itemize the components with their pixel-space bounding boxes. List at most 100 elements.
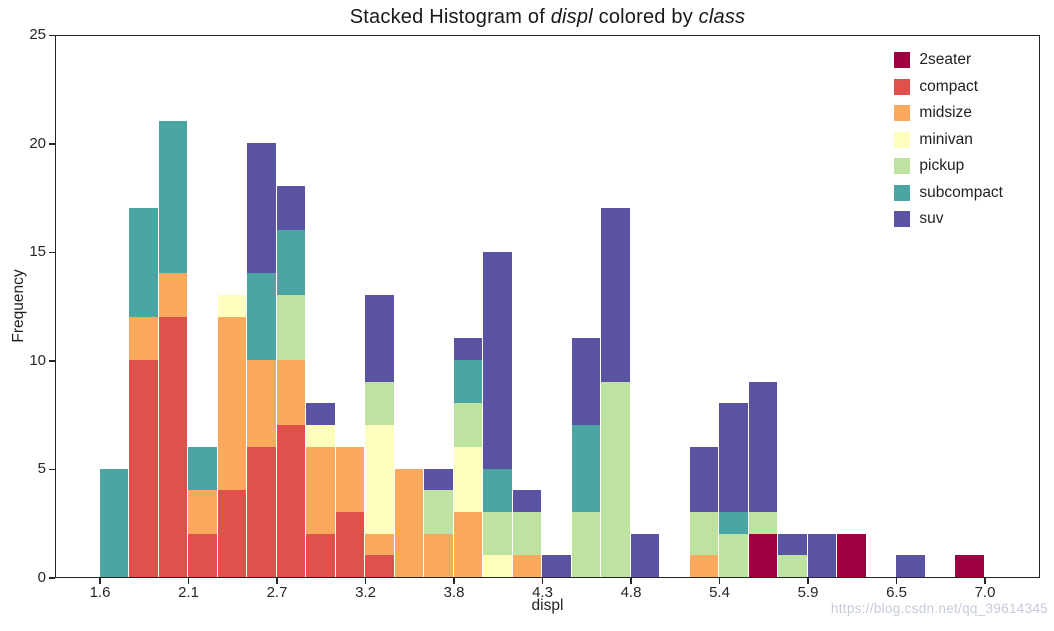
bars-layer: [56, 36, 1039, 577]
bar-segment-subcompact: [483, 468, 512, 512]
bar-segment-suv: [778, 533, 807, 556]
x-tick-mark: [453, 578, 455, 584]
bar-segment-suv: [601, 208, 630, 382]
bar-segment-suv: [571, 338, 601, 426]
legend-swatch-subcompact: [894, 184, 911, 201]
bar-segment-minivan: [483, 555, 512, 577]
histogram-bar-bin-5: [247, 143, 277, 577]
histogram-bar-bin-9: [365, 294, 395, 577]
x-tick-label: 5.4: [709, 584, 730, 601]
bar-segment-suv: [276, 186, 306, 230]
histogram-bar-bin-14: [512, 490, 543, 577]
bar-segment-pickup: [571, 511, 601, 577]
histogram-bar-bin-16: [571, 338, 602, 577]
bar-segment-subcompact: [453, 360, 483, 404]
y-tick-mark: [49, 577, 55, 579]
bar-segment-minivan: [453, 446, 483, 512]
x-tick-mark: [895, 578, 898, 584]
x-tick-label: 1.6: [89, 584, 111, 601]
y-tick-label: 15: [29, 243, 46, 260]
x-tick-mark: [364, 578, 367, 584]
bar-segment-suv: [719, 403, 748, 512]
legend-item-compact: compact: [894, 78, 1003, 95]
histogram-bar-bin-4: [217, 294, 248, 577]
x-tick-mark: [187, 578, 190, 584]
histogram-bar-bin-20: [689, 446, 720, 577]
bar-segment-pickup: [365, 381, 394, 426]
legend-swatch-compact: [894, 78, 911, 95]
histogram-bar-bin-12: [453, 338, 484, 577]
bar-segment-compact: [276, 425, 306, 577]
y-tick-label: 25: [29, 26, 46, 43]
x-tick-mark: [99, 578, 101, 584]
bar-segment-pickup: [453, 403, 483, 447]
bar-segment-2seater: [955, 555, 984, 577]
x-tick-label: 4.8: [620, 584, 642, 601]
x-tick-label: 2.7: [266, 584, 288, 601]
histogram-bar-bin-18: [630, 533, 661, 577]
x-axis-label: displ: [531, 597, 564, 614]
histogram-bar-bin-1: [129, 208, 159, 577]
bar-segment-subcompact: [276, 229, 306, 295]
bar-segment-pickup: [719, 533, 748, 577]
bar-segment-compact: [247, 446, 276, 577]
x-tick-mark: [984, 578, 986, 584]
bar-segment-midsize: [247, 360, 276, 447]
legend-label-2seater: 2seater: [919, 51, 972, 69]
plot-area: 2seater compact midsize minivan pickup subcom…: [55, 35, 1040, 578]
watermark: https://blog.csdn.net/qq_39614345: [830, 601, 1048, 616]
x-tick-label: 6.5: [886, 584, 907, 601]
bar-segment-midsize: [453, 511, 483, 577]
y-tick-label: 5: [37, 460, 46, 477]
y-tick-mark: [49, 468, 55, 471]
bar-segment-pickup: [748, 511, 778, 534]
x-tick-label: 3.2: [355, 584, 376, 601]
bar-segment-compact: [217, 490, 247, 577]
bar-segment-midsize: [512, 555, 542, 577]
bar-segment-suv: [453, 338, 483, 361]
bar-segment-suv: [896, 555, 925, 577]
bar-segment-midsize: [424, 533, 453, 577]
histogram-bar-bin-21: [719, 403, 749, 577]
bar-segment-suv: [689, 446, 719, 512]
bar-segment-subcompact: [99, 468, 129, 577]
bar-segment-pickup: [424, 490, 453, 534]
bar-segment-suv: [247, 143, 276, 274]
histogram-bar-bin-15: [542, 555, 572, 577]
bar-segment-subcompact: [247, 273, 276, 361]
chart-title: Stacked Histogram of displ colored by cl…: [55, 6, 1040, 29]
histogram-bar-bin-23: [778, 533, 808, 577]
bar-segment-pickup: [689, 511, 719, 556]
histogram-bar-bin-10: [394, 468, 425, 577]
x-tick-label: 5.9: [797, 584, 819, 601]
y-tick-mark: [49, 143, 55, 145]
bar-segment-suv: [306, 403, 335, 426]
legend-swatch-suv: [894, 211, 911, 227]
histogram-bar-bin-24: [807, 533, 838, 577]
legend-label-midsize: midsize: [919, 104, 972, 122]
x-tick-label: 3.8: [443, 584, 465, 601]
y-tick-label: 10: [29, 351, 46, 369]
bar-segment-midsize: [394, 468, 424, 577]
bar-segment-midsize: [306, 446, 335, 534]
legend-swatch-pickup: [894, 158, 911, 174]
bar-segment-suv: [807, 533, 837, 577]
histogram-bar-bin-0: [99, 468, 130, 577]
x-tick-mark: [630, 578, 632, 584]
y-tick-label: 0: [37, 568, 46, 586]
legend: 2seater compact midsize minivan pickup subcom…: [894, 52, 1003, 227]
legend-label-pickup: pickup: [919, 157, 965, 175]
x-tick-label: 2.1: [178, 584, 199, 601]
x-tick-mark: [541, 578, 544, 584]
bar-segment-midsize: [335, 446, 365, 512]
legend-item-pickup: pickup: [894, 158, 1003, 174]
bar-segment-2seater: [837, 533, 866, 577]
bar-segment-midsize: [158, 273, 188, 317]
bar-segment-midsize: [188, 490, 217, 534]
x-tick-mark: [718, 578, 721, 584]
legend-swatch-minivan: [894, 131, 911, 148]
bar-segment-compact: [158, 316, 188, 577]
bar-segment-suv: [483, 251, 512, 469]
bar-segment-midsize: [689, 555, 719, 577]
legend-item-suv: suv: [894, 211, 1003, 227]
